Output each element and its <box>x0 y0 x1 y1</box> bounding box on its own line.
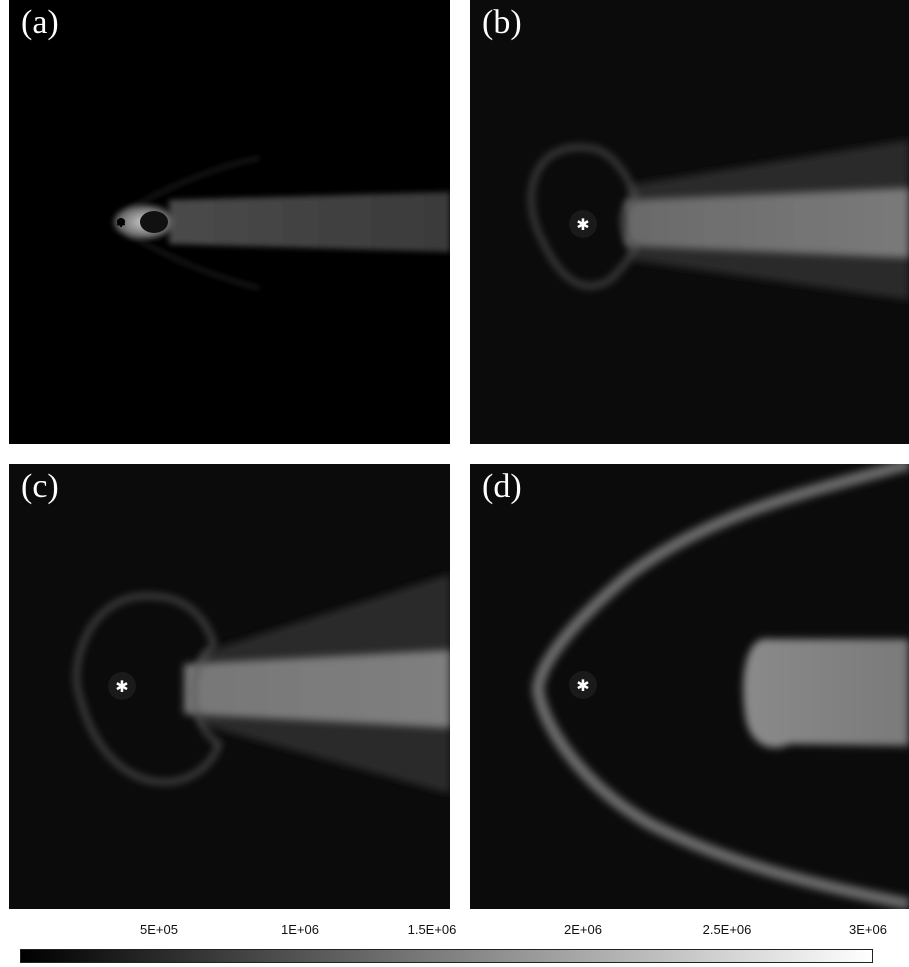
panel-c-render: ✱ <box>74 574 450 794</box>
svg-text:✱: ✱ <box>116 216 126 230</box>
colorbar-tick: 1.5E+06 <box>407 922 457 937</box>
colorbar-tick: 2E+06 <box>564 922 602 937</box>
colorbar-tick: 2.5E+06 <box>702 922 752 937</box>
colorbar-tick: 1E+06 <box>281 922 319 937</box>
panel-d-render: ✱ <box>531 464 909 909</box>
panel-c-image: ✱ (c) <box>9 464 450 909</box>
panel-d-image: ✱ (d) <box>470 464 909 909</box>
svg-text:✱: ✱ <box>576 678 589 695</box>
panel-a-image: ✱ (a) <box>9 0 450 444</box>
panel-b-image: ✱ (b) <box>470 0 909 444</box>
panel-d-label: (d) <box>482 468 522 505</box>
svg-text:✱: ✱ <box>576 217 589 234</box>
panel-a-render: ✱ <box>114 157 450 289</box>
panel-b-render: ✱ <box>529 140 909 300</box>
colorbar-tick: 3E+06 <box>849 922 887 937</box>
svg-text:✱: ✱ <box>115 679 128 696</box>
panel-c-label: (c) <box>21 468 59 505</box>
colorbar <box>20 949 873 963</box>
colorbar-tick: 5E+05 <box>140 922 178 937</box>
panel-a-label: (a) <box>21 4 59 41</box>
panel-b-label: (b) <box>482 4 522 41</box>
